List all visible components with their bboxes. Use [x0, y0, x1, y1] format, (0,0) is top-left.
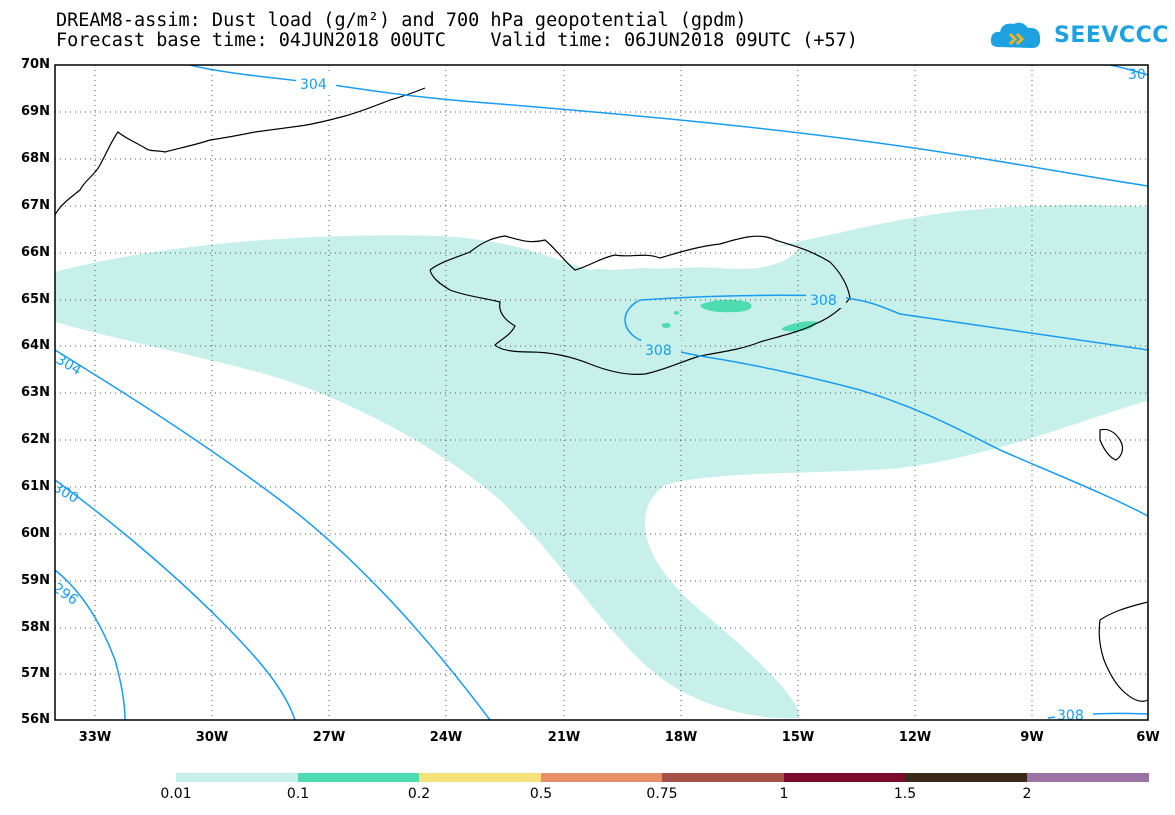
colorbar-swatch	[298, 773, 419, 782]
lon-label: 24W	[429, 730, 463, 745]
contour-300-sw	[55, 479, 296, 720]
contour-308-loop	[624, 299, 1148, 517]
coastlines	[55, 87, 1148, 702]
lon-label: 30W	[195, 730, 229, 745]
lat-label: 67N	[21, 198, 50, 213]
contour-308-iceland	[639, 294, 1148, 351]
lon-label: 18W	[664, 730, 698, 745]
dust-gap	[585, 246, 800, 270]
lat-label: 69N	[21, 104, 50, 119]
colorbar-swatch	[541, 773, 662, 782]
lat-label: 65N	[21, 292, 50, 307]
colorbar-label: 1	[779, 786, 789, 802]
lat-label: 59N	[21, 573, 50, 588]
dust-core-east	[782, 321, 818, 332]
lon-label: 12W	[898, 730, 932, 745]
colorbar-swatch	[905, 773, 1027, 782]
cloud-icon	[990, 22, 1041, 48]
dust-dot	[661, 323, 671, 328]
colorbar-label: 2	[1022, 786, 1032, 802]
contour-label: 30	[1128, 67, 1146, 83]
chart-title-line2: Forecast base time: 04JUN2018 00UTC Vali…	[56, 30, 858, 51]
lon-label: 15W	[781, 730, 815, 745]
lat-label: 56N	[21, 712, 50, 727]
map-frame	[54, 64, 1149, 721]
lat-label: 66N	[21, 245, 50, 260]
colorbar-swatch	[419, 773, 541, 782]
lat-label: 62N	[21, 432, 50, 447]
contour-label: 304	[300, 77, 327, 93]
scotland-coast	[1098, 601, 1148, 702]
contours	[55, 65, 1148, 720]
contour-label: 308	[645, 343, 672, 359]
colorbar-swatch	[176, 773, 298, 782]
colorbar-label: 0.1	[286, 786, 310, 802]
lat-label: 60N	[21, 526, 50, 541]
lon-label: 9W	[1020, 730, 1044, 745]
colorbar-label: 0.75	[646, 786, 678, 802]
gridlines	[55, 65, 1148, 720]
dust-dot	[673, 310, 680, 315]
contour-label: 308	[810, 293, 837, 309]
colorbar-label: 0.2	[407, 786, 431, 802]
iceland-coast	[429, 235, 851, 375]
faroe-coast	[1099, 428, 1124, 461]
contour-label: 304	[53, 352, 84, 379]
contour-304-sw	[55, 349, 491, 720]
lon-label: 21W	[547, 730, 581, 745]
contour-30-ne	[1109, 65, 1148, 76]
lon-label: 33W	[78, 730, 112, 745]
lon-label: 27W	[312, 730, 346, 745]
greenland-coast	[55, 87, 426, 216]
contour-296-sw	[55, 569, 126, 720]
lat-label: 61N	[21, 479, 50, 494]
chart-title-line1: DREAM8-assim: Dust load (g/m²) and 700 h…	[56, 10, 747, 31]
lat-label: 64N	[21, 338, 50, 353]
lat-label: 63N	[21, 385, 50, 400]
lat-label: 68N	[21, 151, 50, 166]
lat-label: 58N	[21, 620, 50, 635]
lon-label: 6W	[1136, 730, 1160, 745]
colorbar-label: 1.5	[893, 786, 917, 802]
colorbar-swatch	[1027, 773, 1149, 782]
dust-plume	[55, 204, 1148, 719]
logo-text: SEEVCCC	[1054, 23, 1169, 48]
colorbar-swatch	[784, 773, 905, 782]
lat-label: 70N	[21, 57, 50, 72]
lat-label: 57N	[21, 666, 50, 681]
colorbar-label: 0.01	[160, 786, 192, 802]
contour-label: 308	[1057, 708, 1084, 724]
colorbar-label: 0.5	[529, 786, 553, 802]
colorbar-swatch	[662, 773, 784, 782]
dust-core	[700, 299, 752, 313]
